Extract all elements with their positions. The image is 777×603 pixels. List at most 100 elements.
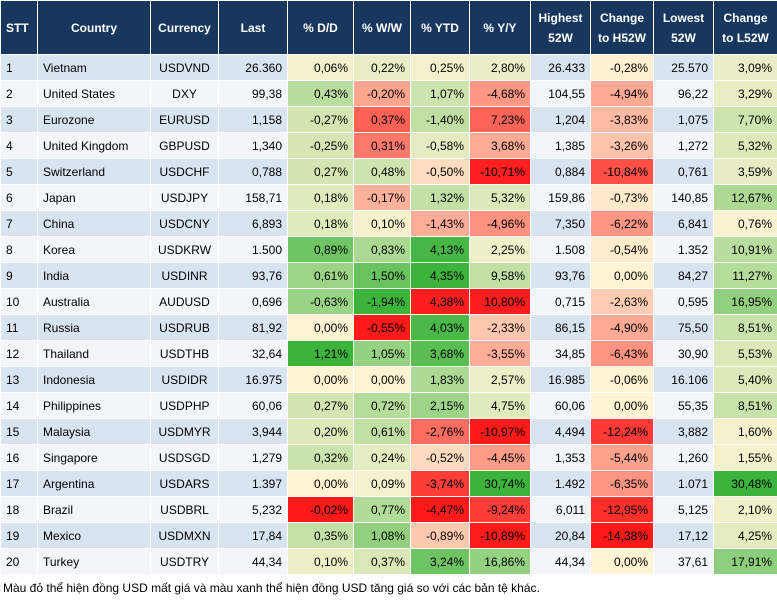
value-cell: 0,83% xyxy=(354,237,411,263)
index-cell: 16 xyxy=(1,445,38,471)
value-cell: 5,32% xyxy=(714,133,777,159)
value-cell: 0,00% xyxy=(354,367,411,393)
column-header: Country xyxy=(38,1,151,55)
value-cell: 99,38 xyxy=(219,81,288,107)
value-cell: 158,71 xyxy=(219,185,288,211)
value-cell: -0,02% xyxy=(288,497,354,523)
value-cell: 6,011 xyxy=(531,497,591,523)
index-cell: 19 xyxy=(1,523,38,549)
column-header: Lowest 52W xyxy=(654,1,714,55)
value-cell: 3,24% xyxy=(411,549,470,575)
value-cell: 93,76 xyxy=(219,263,288,289)
value-cell: 1,385 xyxy=(531,133,591,159)
column-header: % Y/Y xyxy=(470,1,531,55)
value-cell: 17,91% xyxy=(714,549,777,575)
value-cell: 17,84 xyxy=(219,523,288,549)
value-cell: 2,10% xyxy=(714,497,777,523)
value-cell: 0,35% xyxy=(288,523,354,549)
value-cell: 0,27% xyxy=(288,159,354,185)
value-cell: -9,24% xyxy=(470,497,531,523)
value-cell: 34,85 xyxy=(531,341,591,367)
value-cell: 0,37% xyxy=(354,107,411,133)
value-cell: 3,09% xyxy=(714,55,777,81)
value-cell: 2,15% xyxy=(411,393,470,419)
country-cell: Turkey xyxy=(38,549,151,575)
currency-cell: EURUSD xyxy=(151,107,219,133)
value-cell: -0,27% xyxy=(288,107,354,133)
index-cell: 18 xyxy=(1,497,38,523)
value-cell: 4,25% xyxy=(714,523,777,549)
value-cell: -14,38% xyxy=(591,523,654,549)
value-cell: -0,73% xyxy=(591,185,654,211)
value-cell: 104,55 xyxy=(531,81,591,107)
value-cell: 0,27% xyxy=(288,393,354,419)
value-cell: 1,50% xyxy=(354,263,411,289)
value-cell: 0,788 xyxy=(219,159,288,185)
value-cell: -3,26% xyxy=(591,133,654,159)
value-cell: 5,232 xyxy=(219,497,288,523)
value-cell: -2,33% xyxy=(470,315,531,341)
value-cell: -10,71% xyxy=(470,159,531,185)
value-cell: 25.570 xyxy=(654,55,714,81)
index-cell: 1 xyxy=(1,55,38,81)
index-cell: 6 xyxy=(1,185,38,211)
value-cell: -3,55% xyxy=(470,341,531,367)
value-cell: 16,86% xyxy=(470,549,531,575)
value-cell: 0,20% xyxy=(288,419,354,445)
value-cell: 2,25% xyxy=(470,237,531,263)
value-cell: 0,43% xyxy=(288,81,354,107)
index-cell: 12 xyxy=(1,341,38,367)
value-cell: 12,67% xyxy=(714,185,777,211)
index-cell: 15 xyxy=(1,419,38,445)
value-cell: 1.508 xyxy=(531,237,591,263)
value-cell: 1,340 xyxy=(219,133,288,159)
value-cell: 1,21% xyxy=(288,341,354,367)
value-cell: 1,075 xyxy=(654,107,714,133)
currency-cell: USDJPY xyxy=(151,185,219,211)
value-cell: 3,29% xyxy=(714,81,777,107)
value-cell: 0,00% xyxy=(591,393,654,419)
value-cell: 0,884 xyxy=(531,159,591,185)
currency-cell: USDRUB xyxy=(151,315,219,341)
value-cell: 1,204 xyxy=(531,107,591,133)
country-cell: United Kingdom xyxy=(38,133,151,159)
value-cell: 159,86 xyxy=(531,185,591,211)
index-cell: 3 xyxy=(1,107,38,133)
value-cell: 0,72% xyxy=(354,393,411,419)
value-cell: -1,94% xyxy=(354,289,411,315)
value-cell: -2,63% xyxy=(591,289,654,315)
index-cell: 10 xyxy=(1,289,38,315)
value-cell: -3,83% xyxy=(591,107,654,133)
value-cell: 4,494 xyxy=(531,419,591,445)
country-cell: Australia xyxy=(38,289,151,315)
value-cell: -0,17% xyxy=(354,185,411,211)
index-cell: 4 xyxy=(1,133,38,159)
value-cell: 44,34 xyxy=(531,549,591,575)
value-cell: 0,18% xyxy=(288,211,354,237)
value-cell: -1,40% xyxy=(411,107,470,133)
index-cell: 7 xyxy=(1,211,38,237)
value-cell: 4,35% xyxy=(411,263,470,289)
value-cell: 9,58% xyxy=(470,263,531,289)
value-cell: 1,353 xyxy=(531,445,591,471)
value-cell: 1,07% xyxy=(411,81,470,107)
value-cell: 93,76 xyxy=(531,263,591,289)
value-cell: 0,77% xyxy=(354,497,411,523)
value-cell: 0,00% xyxy=(288,471,354,497)
column-header: % D/D xyxy=(288,1,354,55)
value-cell: 16,95% xyxy=(714,289,777,315)
country-cell: Japan xyxy=(38,185,151,211)
index-cell: 20 xyxy=(1,549,38,575)
value-cell: 1,05% xyxy=(354,341,411,367)
value-cell: 0,00% xyxy=(591,263,654,289)
value-cell: 84,27 xyxy=(654,263,714,289)
value-cell: -4,68% xyxy=(470,81,531,107)
value-cell: 17,12 xyxy=(654,523,714,549)
value-cell: 0,10% xyxy=(288,549,354,575)
value-cell: 16.985 xyxy=(531,367,591,393)
